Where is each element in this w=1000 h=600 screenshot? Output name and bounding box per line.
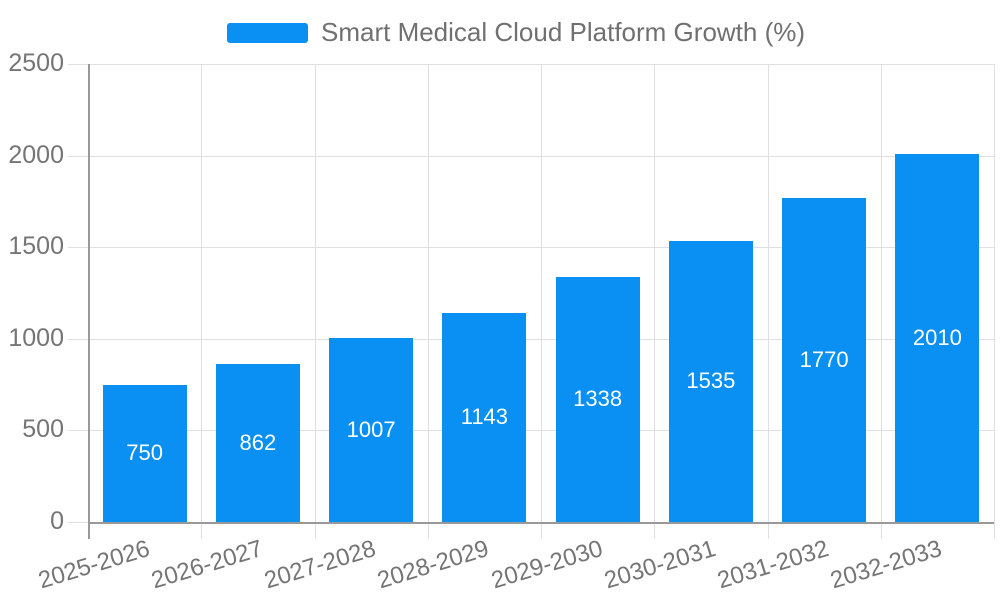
bar-2026-2027[interactable]: 862: [215, 364, 300, 522]
y-tick-label-2000: 2000: [8, 140, 64, 169]
legend-item[interactable]: Smart Medical Cloud Platform Growth (%): [227, 17, 805, 48]
plot-area: 750 862 1007 1143 1338 1535 1770 2010 0 500 1000 1…: [8, 51, 995, 594]
v-gridline-7: [880, 64, 882, 539]
bar-value-label: 1143: [460, 404, 509, 430]
y-tick-label-0: 0: [50, 507, 64, 535]
v-gridline-6: [767, 64, 769, 539]
v-gridline-8: [994, 64, 995, 539]
legend-swatch-icon: [227, 22, 308, 43]
y-axis-line: [88, 64, 90, 539]
bar-value-label: 2010: [912, 324, 962, 350]
bar-2032-2033[interactable]: 2010: [895, 153, 980, 522]
bar-2025-2026[interactable]: 750: [102, 384, 187, 522]
y-tick-label-500: 500: [22, 415, 64, 444]
h-gridline-1500: [68, 247, 994, 249]
bar-value-label: 1007: [346, 416, 396, 442]
bar-value-label: 750: [126, 440, 163, 466]
x-axis-line: [88, 522, 994, 524]
h-gridline-2500: [68, 64, 994, 65]
bar-value-label: 1338: [573, 386, 623, 412]
bar-2027-2028[interactable]: 1007: [329, 337, 414, 522]
bar-value-label: 862: [239, 430, 277, 456]
bar-value-label: 1770: [799, 346, 849, 372]
v-gridline-1: [201, 64, 203, 539]
v-gridline-5: [654, 64, 656, 539]
y-tick-label-1000: 1000: [8, 323, 64, 352]
v-gridline-2: [314, 64, 316, 539]
y-tick-label-1500: 1500: [8, 232, 64, 261]
legend-label: Smart Medical Cloud Platform Growth (%): [321, 17, 806, 47]
h-gridline-1000: [68, 338, 994, 340]
h-gridline-2000: [68, 155, 994, 157]
bar-2030-2031[interactable]: 1535: [668, 240, 753, 522]
v-gridline-4: [541, 64, 542, 539]
bar-2031-2032[interactable]: 1770: [782, 197, 867, 522]
v-gridline-3: [427, 64, 429, 539]
bar-value-label: 1535: [686, 368, 736, 394]
y-tick-label-2500: 2500: [8, 49, 64, 77]
bar-2029-2030[interactable]: 1338: [555, 276, 640, 522]
h-gridline-500: [68, 430, 994, 432]
bar-2028-2029[interactable]: 1143: [442, 312, 527, 522]
